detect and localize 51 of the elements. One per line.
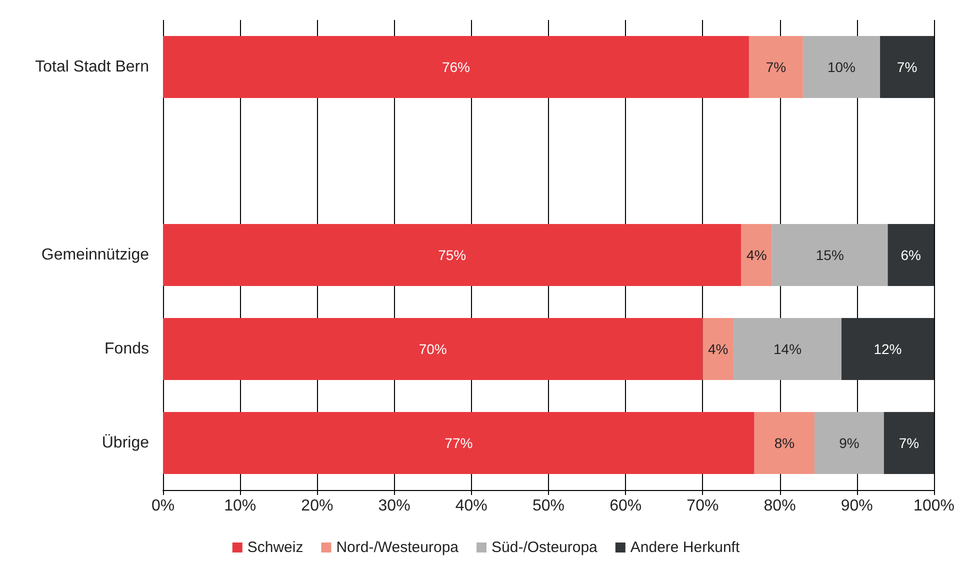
bar <box>741 224 772 286</box>
data-label: 14% <box>773 341 802 357</box>
y-tick-label: Fonds <box>104 340 149 358</box>
data-label: 8% <box>774 435 795 451</box>
data-label: 6% <box>900 247 921 263</box>
x-tick-label: 50% <box>532 498 565 514</box>
data-label: 9% <box>839 435 860 451</box>
bar <box>734 318 842 380</box>
bar <box>163 36 749 98</box>
data-label: 4% <box>746 247 767 263</box>
x-tick-label: 20% <box>301 498 334 514</box>
bar <box>163 224 742 286</box>
x-tick-label: 90% <box>840 498 873 514</box>
data-label: 10% <box>827 59 856 75</box>
y-tick-label: Übrige <box>102 434 150 452</box>
bar <box>888 224 934 286</box>
y-tick-label: Gemeinnützige <box>41 246 150 264</box>
data-label: 70% <box>418 341 447 357</box>
data-label: 77% <box>444 435 473 451</box>
bar <box>772 224 888 286</box>
bar <box>802 36 880 98</box>
legend-label: Andere Herkunft <box>630 539 740 556</box>
x-tick-label: 10% <box>224 498 256 514</box>
bar <box>841 318 934 380</box>
x-tick-label: 40% <box>455 498 488 514</box>
data-label: 7% <box>896 59 918 75</box>
data-label: 75% <box>438 247 466 263</box>
x-tick-label: 0% <box>151 498 175 514</box>
bar <box>754 412 814 474</box>
bar <box>814 412 884 474</box>
legend-label: Schweiz <box>247 539 304 556</box>
x-tick-label: 60% <box>610 498 642 514</box>
data-label: 12% <box>874 341 902 357</box>
data-label: 76% <box>442 59 470 75</box>
bar <box>163 412 754 474</box>
data-label: 15% <box>816 247 844 263</box>
y-tick-label: Total Stadt Bern <box>35 58 149 76</box>
data-label: 4% <box>708 341 728 357</box>
data-label: 7% <box>766 59 786 75</box>
x-tick-label: 30% <box>378 498 410 514</box>
bar <box>884 412 934 474</box>
bar <box>702 318 734 380</box>
x-tick-label: 100% <box>914 498 954 514</box>
data-label: 7% <box>898 435 920 451</box>
bar <box>163 318 703 380</box>
x-tick-label: 80% <box>764 498 796 514</box>
bar <box>880 36 934 98</box>
bar <box>748 36 803 98</box>
legend-label: Süd-/Osteuropa <box>492 539 598 556</box>
x-tick-label: 70% <box>686 498 719 514</box>
legend-label: Nord-/Westeuropa <box>336 539 460 556</box>
